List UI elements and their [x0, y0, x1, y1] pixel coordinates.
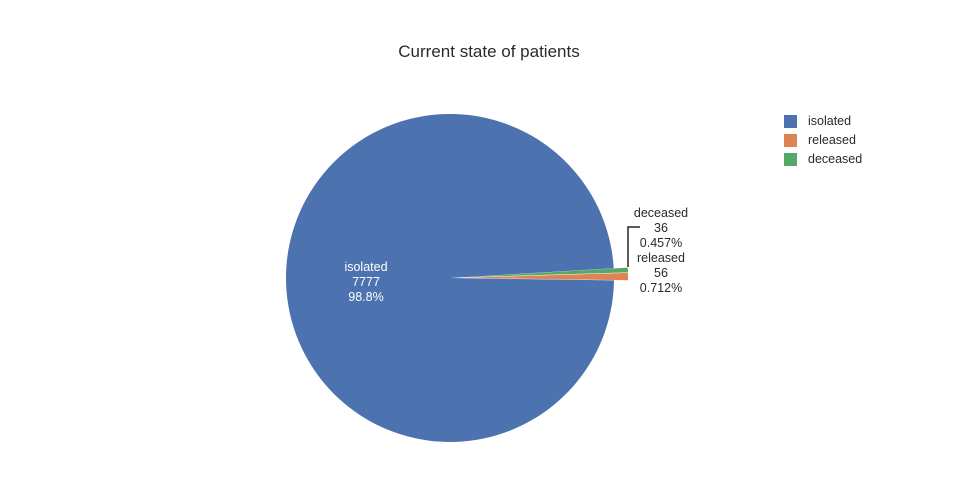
pie-slice-released[interactable] — [464, 272, 628, 281]
slice-label-value: 7777 — [352, 275, 380, 289]
legend-swatch-released — [784, 134, 797, 147]
pie-slices — [285, 113, 628, 442]
slice-label-percent: 98.8% — [348, 290, 384, 304]
legend-item-deceased[interactable]: deceased — [784, 150, 862, 169]
pie-slice-deceased[interactable] — [463, 267, 628, 278]
slice-labels-outside: deceased 36 0.457% released 56 0.712% — [634, 206, 688, 296]
slice-label-name: isolated — [344, 260, 388, 274]
slice-label-isolated: isolated 7777 98.8% — [344, 260, 387, 305]
legend-item-released[interactable]: released — [784, 131, 862, 150]
legend-swatch-isolated — [784, 115, 797, 128]
legend: isolated released deceased — [784, 112, 862, 169]
slice-label-percent: 0.712% — [639, 281, 683, 295]
pie-slice-isolated[interactable] — [285, 113, 614, 442]
deceased-leader-line — [627, 226, 640, 267]
legend-label: released — [808, 133, 856, 147]
slice-label-value: 36 — [654, 221, 668, 235]
slice-label-value: 56 — [654, 266, 668, 280]
slice-label-name: deceased — [633, 206, 689, 220]
chart-title: Current state of patients — [398, 42, 580, 61]
legend-item-isolated[interactable]: isolated — [784, 112, 862, 131]
legend-label: isolated — [808, 114, 852, 128]
legend-label: deceased — [808, 152, 863, 166]
slice-label-name: released — [637, 251, 685, 265]
legend-swatch-deceased — [784, 153, 797, 166]
slice-label-percent: 0.457% — [639, 236, 683, 250]
